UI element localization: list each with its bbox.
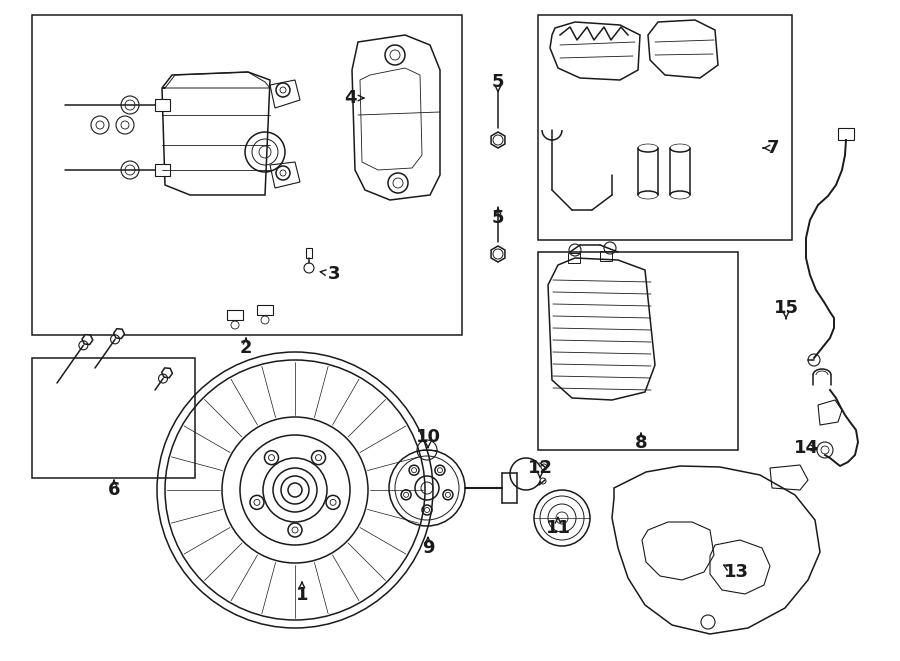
Text: 14: 14 xyxy=(794,439,818,457)
Polygon shape xyxy=(306,248,312,258)
Bar xyxy=(32,358,195,478)
Polygon shape xyxy=(155,99,170,111)
Text: 7: 7 xyxy=(767,139,779,157)
Text: 9: 9 xyxy=(422,539,434,557)
Text: 10: 10 xyxy=(416,428,440,446)
Text: 3: 3 xyxy=(328,265,340,283)
Text: 15: 15 xyxy=(773,299,798,317)
Polygon shape xyxy=(162,368,173,377)
Bar xyxy=(838,128,854,140)
Text: 13: 13 xyxy=(724,563,749,581)
Text: 1: 1 xyxy=(296,586,308,604)
Text: 8: 8 xyxy=(634,434,647,452)
Bar xyxy=(568,253,580,263)
Bar xyxy=(538,15,792,240)
Polygon shape xyxy=(257,305,273,315)
Polygon shape xyxy=(227,310,243,320)
Bar xyxy=(600,251,612,261)
Text: 4: 4 xyxy=(344,89,356,107)
Text: 11: 11 xyxy=(545,519,571,537)
Polygon shape xyxy=(113,329,124,338)
Text: 5: 5 xyxy=(491,209,504,227)
Polygon shape xyxy=(82,334,93,344)
Text: 6: 6 xyxy=(108,481,121,499)
Text: 5: 5 xyxy=(491,73,504,91)
Polygon shape xyxy=(155,164,170,176)
Text: 2: 2 xyxy=(239,339,252,357)
Polygon shape xyxy=(491,132,505,148)
Text: 12: 12 xyxy=(527,459,553,477)
Polygon shape xyxy=(491,246,505,262)
Bar xyxy=(538,252,738,450)
Bar xyxy=(32,15,462,335)
